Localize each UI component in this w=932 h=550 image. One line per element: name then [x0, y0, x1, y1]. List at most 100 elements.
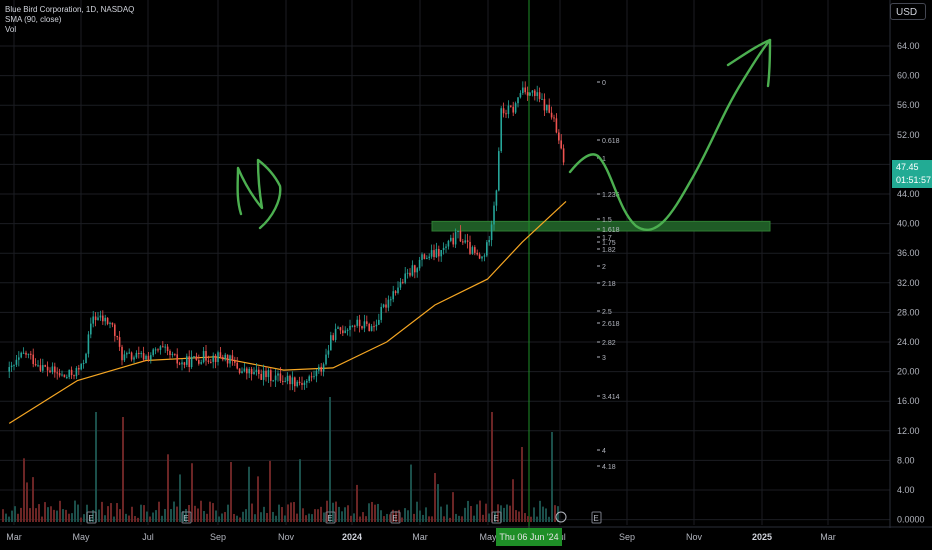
- volume-bar: [473, 515, 475, 522]
- candle-body: [70, 369, 73, 376]
- candle-body: [234, 360, 236, 363]
- volume-bar: [287, 504, 289, 522]
- volume-bar: [38, 504, 40, 522]
- candle-body: [462, 241, 464, 243]
- y-axis-tick-label: 16.00: [897, 396, 920, 406]
- volume-bar: [302, 508, 304, 522]
- candle-body: [178, 363, 181, 365]
- candle-body: [284, 381, 287, 383]
- volume-bar: [419, 510, 421, 522]
- candle-body: [296, 381, 299, 387]
- y-axis-tick-label: 64.00: [897, 41, 920, 51]
- candle-body: [37, 365, 39, 367]
- candle-body: [481, 256, 483, 259]
- candle-body: [558, 132, 560, 141]
- candle-body: [145, 355, 147, 360]
- volume-bar: [206, 513, 208, 522]
- volume-bar: [65, 509, 67, 522]
- volume-bar: [380, 510, 382, 522]
- volume-bar: [92, 510, 94, 522]
- volume-bar: [350, 515, 352, 522]
- volume-bar: [203, 510, 205, 522]
- candle-body: [68, 369, 71, 378]
- volume-bar: [293, 502, 295, 522]
- drawn-n-annotation: [236, 158, 282, 230]
- volume-bar: [221, 513, 223, 522]
- candle-body: [226, 354, 229, 364]
- volume-bar: [17, 513, 19, 522]
- candle-body: [130, 352, 133, 360]
- candle-body: [277, 373, 279, 376]
- candle-body: [94, 316, 97, 321]
- candle-body: [488, 240, 491, 243]
- candle-body: [176, 354, 179, 364]
- candle-body: [164, 346, 167, 348]
- volume-bar: [392, 509, 394, 522]
- candle-body: [514, 103, 517, 113]
- y-axis-tick-label: 40.00: [897, 219, 920, 229]
- volume-bar: [323, 512, 325, 522]
- volume-bar: [458, 515, 460, 522]
- candle-body: [174, 353, 176, 355]
- volume-bar: [479, 500, 481, 522]
- candle-body: [553, 117, 555, 119]
- candlesticks: [8, 81, 565, 392]
- chart-legend: Blue Bird Corporation, 1D, NASDAQ SMA (9…: [5, 5, 134, 35]
- earnings-marker-label: E: [88, 514, 93, 523]
- volume-bar: [59, 500, 61, 522]
- candle-body: [313, 376, 315, 378]
- volume-bar: [134, 516, 136, 522]
- volume-bar: [272, 511, 274, 522]
- candle-body: [147, 355, 150, 360]
- candle-body: [414, 265, 416, 273]
- candle-body: [327, 350, 330, 355]
- volume-bar: [503, 507, 505, 522]
- volume-bar: [512, 479, 514, 522]
- volume-bar: [8, 516, 10, 522]
- candle-body: [320, 366, 323, 372]
- volume-bar: [428, 516, 430, 522]
- volume-bar: [284, 515, 286, 522]
- volume-bar: [137, 517, 139, 522]
- candle-body: [378, 319, 380, 325]
- volume-bar: [176, 506, 178, 522]
- volume-bar: [527, 516, 529, 522]
- volume-bar: [488, 513, 490, 522]
- volume-bar: [113, 516, 115, 522]
- candle-body: [32, 354, 35, 365]
- candle-body: [368, 323, 371, 332]
- candle-body: [25, 352, 27, 355]
- volume-bar: [257, 476, 259, 522]
- volume-bar: [533, 507, 535, 522]
- y-axis-tick-label: 4.00: [897, 485, 915, 495]
- candle-body: [286, 375, 289, 382]
- volume-bar: [227, 504, 229, 522]
- x-axis-tick-label: Sep: [619, 532, 635, 542]
- volume-bar: [29, 508, 31, 522]
- candle-body: [157, 349, 159, 351]
- earnings-marker-icon: [591, 511, 602, 524]
- volume-bar: [191, 463, 193, 522]
- currency-button[interactable]: USD: [890, 3, 926, 20]
- volume-indicator-label[interactable]: Vol: [5, 25, 17, 34]
- volume-bar: [476, 504, 478, 522]
- candle-body: [538, 92, 541, 99]
- volume-bar: [536, 516, 538, 522]
- volume-bar: [296, 513, 298, 522]
- candle-body: [334, 328, 337, 340]
- candle-body: [258, 369, 260, 374]
- earnings-marker-label: E: [493, 514, 498, 523]
- candle-body: [116, 335, 119, 338]
- candle-body: [99, 315, 102, 318]
- candle-body: [200, 362, 203, 364]
- volume-bar: [215, 510, 217, 522]
- x-axis-tick-label: Jul: [142, 532, 154, 542]
- candle-body: [30, 353, 32, 355]
- candle-body: [351, 325, 354, 327]
- candle-body: [548, 104, 551, 113]
- volume-bar: [170, 509, 172, 522]
- sma-indicator-label[interactable]: SMA (90, close): [5, 15, 62, 24]
- candle-body: [255, 369, 258, 373]
- candle-body: [15, 359, 18, 365]
